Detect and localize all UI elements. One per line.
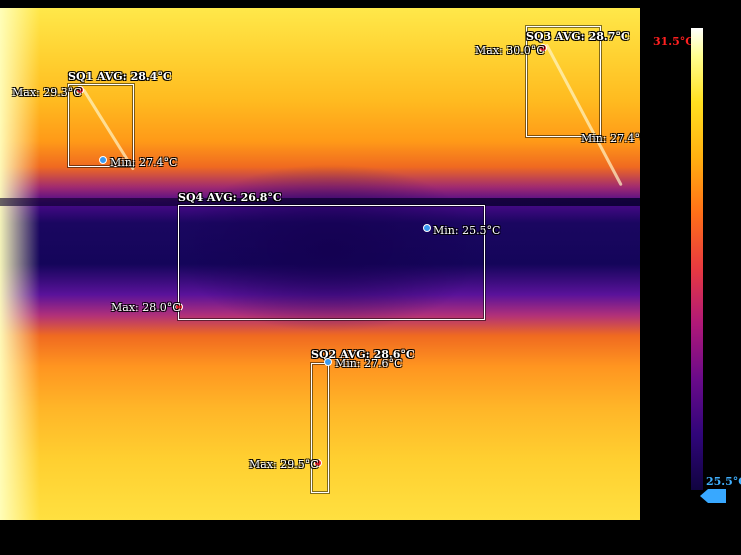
sq1-min-label: Min: 27.4°C bbox=[110, 156, 178, 169]
sq2-max-label: Max: 29.5°C bbox=[249, 458, 319, 471]
sq2-avg-label: SQ2 AVG: 28.6°C bbox=[311, 348, 415, 361]
temperature-scale-bar bbox=[691, 28, 703, 490]
sq1-min-marker bbox=[99, 156, 107, 164]
sq3-region-box[interactable] bbox=[526, 26, 601, 137]
sq2-max-marker bbox=[314, 459, 322, 467]
sq4-min-label: Min: 25.5°C bbox=[433, 224, 501, 237]
sq4-max-marker bbox=[175, 303, 183, 311]
scale-min-arrow-icon bbox=[700, 489, 726, 503]
sq2-min-label: Min: 27.6°C bbox=[335, 357, 403, 370]
sq1-avg-label: SQ1 AVG: 28.4°C bbox=[68, 70, 172, 83]
sq3-avg-label: SQ3 AVG: 28.7°C bbox=[526, 30, 630, 43]
scale-max-label: 31.5°C bbox=[653, 35, 695, 48]
sq3-max-label: Max: 30.0°C bbox=[475, 44, 545, 57]
sq2-region-box[interactable] bbox=[311, 363, 329, 493]
sq3-min-label: Min: 27.4°C bbox=[581, 132, 640, 145]
sq3-max-marker bbox=[539, 44, 547, 52]
sq1-max-label: Max: 29.3°C bbox=[12, 86, 82, 99]
sq4-min-marker bbox=[423, 224, 431, 232]
sq4-region-box[interactable] bbox=[178, 205, 485, 320]
sq4-max-label: Max: 28.0°C bbox=[111, 301, 181, 314]
hot-edge-glow bbox=[0, 8, 40, 520]
sq2-min-marker bbox=[324, 358, 332, 366]
scale-min-label: 25.5°C bbox=[706, 475, 741, 488]
sq1-max-marker bbox=[76, 86, 84, 94]
sq4-avg-label: SQ4 AVG: 26.8°C bbox=[178, 191, 282, 204]
sq1-region-box[interactable] bbox=[68, 84, 134, 167]
cold-seam-line bbox=[0, 198, 640, 206]
thermal-image: SQ1 AVG: 28.4°C Max: 29.3°C Min: 27.4°C … bbox=[0, 8, 640, 520]
